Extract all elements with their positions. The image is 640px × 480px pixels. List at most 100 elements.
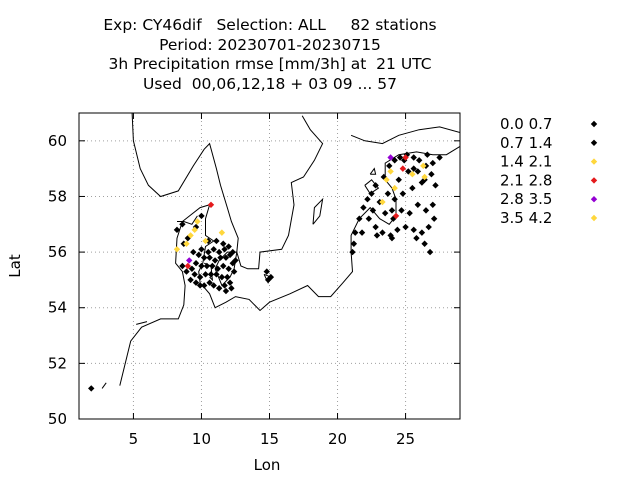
station-point-series-0: [210, 282, 217, 289]
station-point-series-0: [188, 265, 196, 272]
station-point-series-0: [421, 240, 428, 247]
station-point-series-0: [217, 254, 224, 261]
station-point-series-0: [373, 232, 381, 239]
station-point-series-0: [187, 276, 194, 284]
station-point-series-0: [369, 207, 377, 214]
station-point-series-2: [420, 162, 427, 170]
coastline: [364, 179, 380, 195]
station-point-series-0: [394, 226, 401, 234]
station-point-series-2: [421, 173, 428, 181]
station-point-series-0: [184, 234, 192, 242]
station-point-series-2: [194, 218, 201, 225]
station-point-series-0: [350, 240, 358, 247]
station-point-series-0: [379, 229, 386, 236]
station-point-series-2: [387, 168, 394, 175]
station-point-series-0: [406, 209, 413, 217]
station-point-series-0: [388, 234, 396, 242]
station-point-series-0: [429, 159, 436, 167]
station-point-series-0: [214, 265, 221, 272]
x-tick-label: 15: [260, 430, 279, 448]
station-point-series-0: [190, 248, 197, 256]
station-point-series-0: [222, 287, 230, 295]
station-point-series-0: [264, 276, 272, 284]
station-point-series-0: [191, 271, 198, 278]
coastline: [131, 113, 239, 253]
station-point-series-0: [200, 254, 208, 261]
station-point-series-0: [222, 254, 230, 261]
station-point-series-0: [221, 246, 228, 253]
y-axis-label: Lat: [6, 254, 24, 278]
y-tick-label: 54: [48, 299, 67, 317]
station-point-series-0: [213, 271, 220, 278]
x-tick-label: 25: [396, 430, 415, 448]
station-point-series-0: [224, 273, 231, 281]
coastline: [101, 382, 107, 389]
x-tick-label: 5: [129, 430, 139, 448]
legend-marker: [590, 139, 598, 146]
y-tick-label: 56: [48, 243, 67, 261]
station-point-series-2: [173, 246, 181, 253]
station-point-series-0: [225, 265, 232, 272]
chart-title: Exp: CY46dif Selection: ALL 82 stations …: [0, 16, 540, 94]
station-point-series-0: [205, 248, 212, 256]
station-point-series-0: [388, 207, 396, 214]
station-point-series-0: [409, 184, 416, 192]
station-point-series-0: [413, 234, 420, 242]
station-point-series-0: [415, 157, 423, 164]
station-point-series-0: [198, 246, 205, 253]
station-point-series-0: [429, 201, 436, 208]
coastline: [119, 145, 460, 386]
station-point-series-0: [372, 182, 379, 189]
station-point-series-0: [414, 201, 422, 208]
station-point-series-0: [206, 279, 213, 286]
station-point-series-0: [210, 246, 217, 253]
station-point-series-0: [206, 254, 213, 261]
station-point-series-0: [360, 204, 367, 211]
y-tick-label: 58: [48, 187, 67, 205]
station-point-series-0: [209, 262, 216, 270]
y-tick-label: 50: [48, 410, 67, 428]
y-tick-label: 52: [48, 354, 67, 372]
station-point-series-0: [225, 243, 232, 250]
station-point-series-0: [391, 196, 398, 203]
station-point-series-0: [221, 282, 228, 289]
station-point-series-0: [364, 196, 371, 203]
station-point-series-0: [226, 279, 234, 286]
station-point-series-0: [405, 168, 412, 175]
station-point-series-0: [196, 273, 204, 281]
legend-label: 3.5 4.2: [500, 209, 552, 227]
station-point-series-2: [409, 171, 416, 178]
station-point-series-0: [422, 207, 430, 214]
station-point-series-0: [213, 237, 220, 245]
station-point-series-0: [410, 165, 417, 172]
station-point-series-0: [386, 162, 393, 170]
station-point-series-0: [426, 248, 434, 256]
station-point-series-0: [211, 257, 219, 264]
station-point-series-2: [218, 229, 226, 236]
x-tick-label: 20: [328, 430, 347, 448]
y-tick-label: 60: [48, 132, 67, 150]
coastline: [350, 126, 460, 145]
station-point-series-0: [381, 209, 389, 217]
station-point-series-0: [215, 285, 223, 292]
station-point-series-0: [352, 229, 359, 236]
station-point-series-0: [218, 273, 226, 281]
station-point-series-0: [356, 215, 363, 222]
station-point-series-0: [200, 282, 208, 289]
station-point-series-0: [183, 268, 190, 275]
station-point-series-2: [187, 232, 194, 239]
coastline: [136, 321, 148, 325]
station-point-series-0: [436, 154, 443, 161]
station-point-series-0: [430, 215, 438, 222]
station-point-series-2: [391, 184, 398, 192]
station-point-series-0: [179, 262, 186, 270]
station-point-series-0: [358, 229, 366, 236]
station-point-series-0: [179, 221, 186, 228]
station-point-series-0: [432, 182, 439, 189]
station-point-series-0: [410, 226, 417, 234]
station-point-series-0: [395, 176, 402, 183]
title-line-1: Exp: CY46dif Selection: ALL 82 stations: [103, 16, 437, 34]
station-point-series-0: [202, 271, 209, 278]
station-point-series-0: [424, 151, 431, 158]
station-point-series-3: [399, 165, 407, 172]
